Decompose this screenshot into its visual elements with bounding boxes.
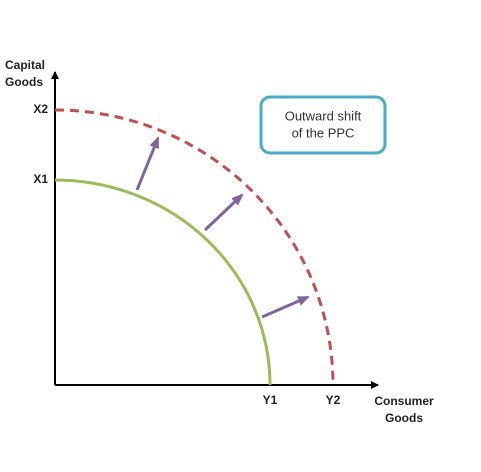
shift-arrow [261, 295, 310, 319]
y-point-label: X2 [33, 102, 48, 116]
x-axis-title: Consumer [374, 394, 434, 408]
ppc-shifted [54, 108, 335, 386]
x-point-label: Y2 [326, 393, 341, 407]
shift-arrow [203, 193, 244, 232]
callout-box [259, 95, 387, 155]
x-axis-title: Goods [385, 411, 423, 425]
callout-text: of the PPC [292, 125, 355, 140]
callout-text: Outward shift [285, 108, 362, 123]
shift-arrow [135, 136, 160, 191]
ppc-original [54, 178, 272, 386]
y-point-label: X1 [33, 172, 48, 186]
y-axis-title: Goods [5, 75, 43, 89]
x-point-label: Y1 [263, 393, 278, 407]
y-axis-title: Capital [5, 58, 45, 72]
